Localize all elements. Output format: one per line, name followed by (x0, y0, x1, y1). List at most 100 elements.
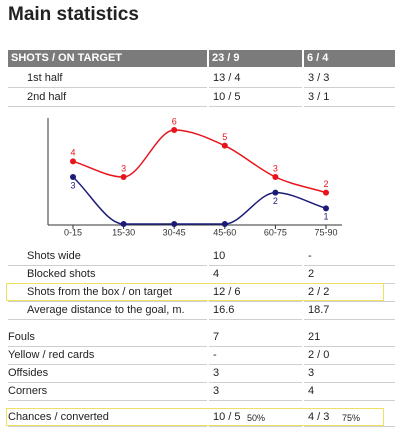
row-line (8, 426, 207, 427)
cell-value: 4 (308, 385, 315, 397)
row-line (304, 106, 395, 107)
row-line (209, 301, 302, 302)
cell-value: 4 / 3 (308, 411, 330, 423)
x-tick-label: 45-60 (213, 227, 236, 237)
cell-value: 12 / 6 (213, 286, 241, 298)
cell-value: - (213, 349, 217, 361)
cell-value: 3 / 3 (308, 72, 330, 84)
point (221, 221, 228, 227)
cell-value: 3 (213, 385, 220, 397)
row-line (209, 106, 302, 107)
row-line (8, 319, 207, 320)
x-tick-label: 30-45 (163, 227, 186, 237)
point (323, 205, 329, 212)
x-tick-label: 60-75 (264, 227, 287, 237)
row-line (304, 382, 395, 383)
cell-value: 10 / 5 (213, 91, 241, 103)
point (272, 189, 279, 196)
point (171, 221, 178, 227)
cell-value: 2 / 2 (308, 286, 330, 298)
row-line (8, 87, 207, 88)
data-label: 2 (273, 196, 278, 206)
row-line (209, 319, 302, 320)
highlight-box (6, 408, 384, 426)
cell-value: - (308, 250, 312, 262)
row-label: Corners (8, 385, 48, 397)
highlight-box (6, 283, 384, 301)
data-label: 1 (323, 212, 328, 222)
row-label: Blocked shots (27, 268, 96, 280)
row-line (304, 319, 395, 320)
row-line (304, 87, 395, 88)
row-label: Shots from the box / on target (27, 286, 172, 298)
data-label: 6 (172, 116, 177, 126)
row-label: Shots wide (27, 250, 81, 262)
data-label: 4 (70, 148, 75, 158)
row-line (8, 106, 207, 107)
x-tick-label: 75-90 (314, 227, 337, 237)
header-cell: SHOTS / ON TARGET (8, 50, 207, 67)
cell-value: 2 (308, 268, 315, 280)
cell-value: 7 (213, 331, 220, 343)
data-label: 5 (222, 132, 227, 142)
point (272, 174, 279, 180)
row-line (304, 301, 395, 302)
cell-extra: 75% (342, 413, 361, 423)
row-line (8, 382, 207, 383)
point (70, 158, 76, 165)
cell-extra: 50% (247, 413, 266, 423)
row-label: Average distance to the goal, m. (27, 304, 185, 316)
data-label: 3 (121, 163, 126, 173)
row-line (8, 364, 207, 365)
row-line (209, 400, 302, 401)
cell-value: 3 / 1 (308, 91, 330, 103)
row-label: Offsides (8, 367, 49, 379)
row-line (8, 301, 207, 302)
row-label: 2nd half (27, 91, 67, 103)
row-line (8, 265, 207, 266)
row-line (8, 400, 207, 401)
line (72, 176, 327, 225)
x-tick-label: 0-15 (64, 227, 82, 237)
point (70, 174, 76, 180)
data-label: 2 (323, 179, 328, 189)
cell-value: 10 (213, 250, 226, 262)
cell-value: 10 / 5 (213, 411, 241, 423)
row-line (8, 346, 207, 347)
cell-value: 21 (308, 331, 321, 343)
row-line (209, 87, 302, 88)
header-cell: 23 / 9 (209, 50, 302, 67)
row-line (209, 364, 302, 365)
point (323, 189, 329, 196)
cell-value: 13 / 4 (213, 72, 241, 84)
title: Main statistics (8, 4, 139, 25)
row-line (209, 382, 302, 383)
row-line (304, 265, 395, 266)
point (120, 174, 127, 180)
row-label: 1st half (27, 72, 63, 84)
row-line (209, 346, 302, 347)
cell-value: 4 (213, 268, 220, 280)
header-cell: 6 / 4 (304, 50, 395, 67)
cell-value: 18.7 (308, 304, 330, 316)
row-label: Yellow / red cards (8, 349, 95, 361)
cell-value: 3 (213, 367, 220, 379)
row-line (304, 364, 395, 365)
x-tick-label: 15-30 (112, 227, 135, 237)
row-line (304, 426, 395, 427)
row-line (209, 426, 302, 427)
data-label: 3 (273, 163, 278, 173)
point (120, 221, 127, 227)
row-label: Chances / converted (8, 411, 109, 423)
data-label: 3 (70, 180, 75, 190)
row-line (304, 346, 395, 347)
line (72, 129, 327, 194)
row-line (209, 265, 302, 266)
cell-value: 2 / 0 (308, 349, 330, 361)
row-label: Fouls (8, 331, 35, 343)
cell-value: 16.6 (213, 304, 235, 316)
cell-value: 3 (308, 367, 315, 379)
row-line (304, 400, 395, 401)
